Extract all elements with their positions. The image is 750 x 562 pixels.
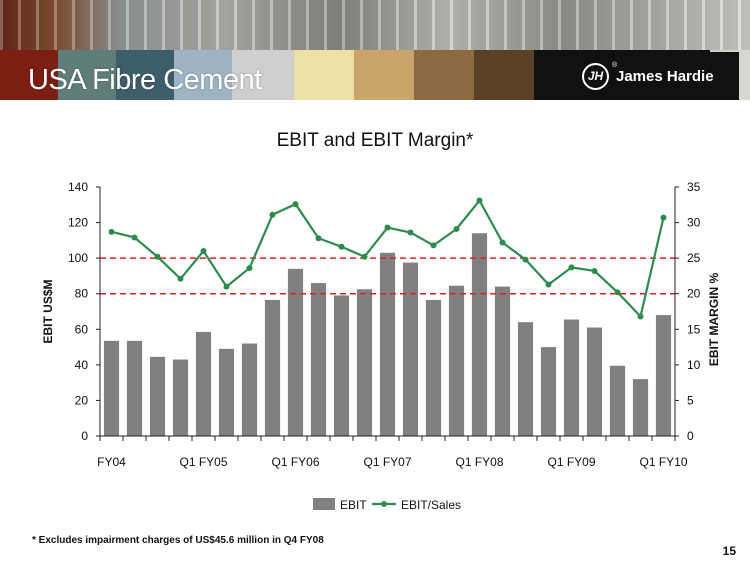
margin-point (338, 243, 345, 250)
y-tick-label: 60 (75, 322, 89, 336)
color-swatch (116, 50, 174, 100)
margin-point (131, 234, 138, 241)
bar (172, 359, 189, 436)
margin-point (637, 313, 644, 320)
bar (379, 252, 396, 436)
legend-label-margin: EBIT/Sales (401, 498, 461, 512)
margin-point (660, 214, 667, 221)
x-tick-label: Q1 FY05 (179, 455, 227, 469)
legend-label-ebit: EBIT (340, 498, 367, 512)
banner-photo (0, 0, 750, 50)
bar (126, 340, 143, 436)
y-tick-label: 140 (68, 180, 88, 194)
ebit-chart: 0 20 40 60 80 100 120 140 0 5 10 15 20 25 30 35 FY04 Q1 F… (41, 180, 721, 512)
bar (425, 299, 442, 436)
y2-tick-label: 25 (687, 251, 701, 265)
y-tick-label: 80 (75, 287, 89, 301)
bar (517, 322, 534, 436)
bar (609, 365, 626, 436)
legend-marker-margin (381, 501, 387, 507)
margin-point (315, 235, 322, 242)
bar (356, 289, 373, 436)
color-swatch (474, 50, 534, 100)
footnote: * Excludes impairment charges of US$45.6… (32, 535, 324, 546)
color-swatch (0, 50, 58, 100)
margin-point (591, 267, 598, 274)
bar (218, 348, 235, 436)
margin-point (545, 281, 552, 288)
x-tick-label: FY04 (97, 455, 126, 469)
bar (310, 283, 327, 436)
y2-tick-label: 10 (687, 358, 701, 372)
x-tick-label: Q1 FY08 (455, 455, 503, 469)
margin-point (430, 242, 437, 249)
page-number: 15 (722, 544, 736, 558)
x-tick-label: Q1 FY07 (363, 455, 411, 469)
margin-point (246, 265, 253, 272)
bar (333, 295, 350, 436)
y2-axis-title: EBIT MARGIN % (707, 273, 721, 367)
margin-point (361, 253, 368, 260)
bar (632, 379, 649, 436)
bar (103, 340, 120, 436)
logo-text: James Hardie (616, 67, 714, 85)
bar (494, 286, 511, 436)
bar (540, 347, 557, 436)
y2-tick-label: 20 (687, 287, 701, 301)
margin-point (499, 239, 506, 246)
bar (586, 327, 603, 436)
margin-point (568, 264, 575, 271)
bar (287, 268, 304, 436)
x-tick-label: Q1 FY06 (271, 455, 319, 469)
registered-mark: ® (612, 62, 618, 69)
bar (471, 233, 488, 436)
y-tick-label: 120 (68, 216, 88, 230)
margin-point (453, 225, 460, 232)
y-tick-label: 20 (75, 393, 89, 407)
x-tick-label: Q1 FY10 (639, 455, 687, 469)
color-swatch (294, 50, 354, 100)
margin-point (269, 211, 276, 218)
y2-tick-label: 5 (687, 393, 694, 407)
margin-point (476, 197, 483, 204)
bar (241, 343, 258, 436)
x-tick-label: Q1 FY09 (547, 455, 595, 469)
y2-tick-label: 0 (687, 429, 694, 443)
bar (448, 285, 465, 436)
bar (563, 319, 580, 436)
margin-point (614, 289, 621, 296)
margin-point (108, 228, 115, 235)
logo-emblem-icon: JH (582, 62, 609, 90)
color-swatch (354, 50, 414, 100)
margin-point (177, 275, 184, 282)
margin-point (522, 256, 529, 263)
color-swatch (414, 50, 474, 100)
y-tick-label: 40 (75, 358, 89, 372)
legend-swatch-ebit (313, 498, 335, 510)
bar (264, 299, 281, 436)
page-title: USA Fibre Cement (28, 64, 262, 96)
margin-point (223, 283, 230, 290)
margin-point (200, 248, 207, 255)
y-axis-title: EBIT US$M (41, 279, 55, 343)
margin-point (407, 229, 414, 236)
bar (149, 356, 166, 436)
margin-point (292, 201, 299, 208)
bar (655, 315, 672, 436)
color-swatch (174, 50, 232, 100)
bar (402, 262, 419, 436)
header-banner: USA Fibre Cement JH ® James Hardie (0, 0, 750, 100)
y-tick-label: 100 (68, 251, 88, 265)
margin-point (154, 253, 161, 260)
y2-tick-label: 35 (687, 180, 701, 194)
y2-tick-label: 30 (687, 216, 701, 230)
company-logo: JH ® James Hardie (572, 52, 739, 100)
y2-tick-label: 15 (687, 322, 701, 336)
chart-title: EBIT and EBIT Margin* (276, 130, 474, 151)
bar (195, 331, 212, 436)
color-swatch (58, 50, 116, 100)
y-tick-label: 0 (81, 429, 88, 443)
margin-point (384, 224, 391, 231)
color-swatch (232, 50, 294, 100)
